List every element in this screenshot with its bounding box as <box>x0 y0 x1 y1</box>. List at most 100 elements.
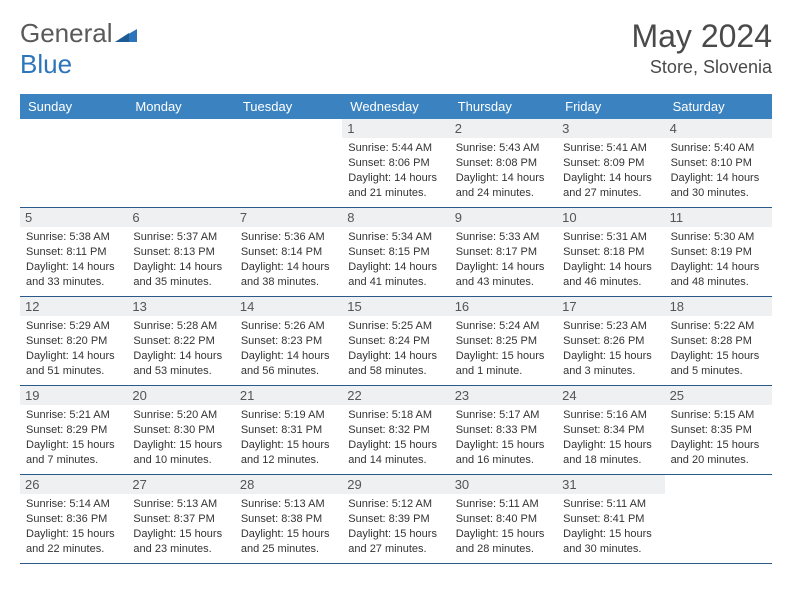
sunrise-text: Sunrise: 5:21 AM <box>26 408 121 423</box>
day-cell: 9Sunrise: 5:33 AMSunset: 8:17 PMDaylight… <box>450 208 557 296</box>
daylight-text: Daylight: 14 hours and 21 minutes. <box>348 171 443 201</box>
sunset-text: Sunset: 8:29 PM <box>26 423 121 438</box>
day-info: Sunrise: 5:22 AMSunset: 8:28 PMDaylight:… <box>671 319 766 378</box>
logo-shape <box>115 18 137 49</box>
daylight-text: Daylight: 15 hours and 7 minutes. <box>26 438 121 468</box>
day-cell: 28Sunrise: 5:13 AMSunset: 8:38 PMDayligh… <box>235 475 342 563</box>
sunset-text: Sunset: 8:15 PM <box>348 245 443 260</box>
day-info: Sunrise: 5:12 AMSunset: 8:39 PMDaylight:… <box>348 497 443 556</box>
day-cell: 13Sunrise: 5:28 AMSunset: 8:22 PMDayligh… <box>127 297 234 385</box>
day-info: Sunrise: 5:18 AMSunset: 8:32 PMDaylight:… <box>348 408 443 467</box>
day-cell <box>127 119 234 207</box>
day-info: Sunrise: 5:26 AMSunset: 8:23 PMDaylight:… <box>241 319 336 378</box>
sunrise-text: Sunrise: 5:25 AM <box>348 319 443 334</box>
sunrise-text: Sunrise: 5:41 AM <box>563 141 658 156</box>
sunrise-text: Sunrise: 5:29 AM <box>26 319 121 334</box>
day-info: Sunrise: 5:20 AMSunset: 8:30 PMDaylight:… <box>133 408 228 467</box>
day-cell: 3 Sunrise: 5:41 AMSunset: 8:09 PMDaylight… <box>557 119 664 207</box>
day-number: 30 <box>450 475 557 494</box>
sunrise-text: Sunrise: 5:20 AM <box>133 408 228 423</box>
day-info: Sunrise: 5:38 AMSunset: 8:11 PMDaylight:… <box>26 230 121 289</box>
daylight-text: Daylight: 14 hours and 58 minutes. <box>348 349 443 379</box>
daylight-text: Daylight: 15 hours and 10 minutes. <box>133 438 228 468</box>
day-cell <box>665 475 772 563</box>
day-headers-row: SundayMondayTuesdayWednesdayThursdayFrid… <box>20 94 772 119</box>
location: Store, Slovenia <box>631 57 772 78</box>
daylight-text: Daylight: 15 hours and 28 minutes. <box>456 527 551 557</box>
sunrise-text: Sunrise: 5:22 AM <box>671 319 766 334</box>
day-info: Sunrise: 5:19 AMSunset: 8:31 PMDaylight:… <box>241 408 336 467</box>
sunrise-text: Sunrise: 5:33 AM <box>456 230 551 245</box>
daylight-text: Daylight: 15 hours and 20 minutes. <box>671 438 766 468</box>
sunset-text: Sunset: 8:23 PM <box>241 334 336 349</box>
day-cell: 7Sunrise: 5:36 AMSunset: 8:14 PMDaylight… <box>235 208 342 296</box>
sunset-text: Sunset: 8:18 PM <box>563 245 658 260</box>
day-number: 24 <box>557 386 664 405</box>
sunrise-text: Sunrise: 5:18 AM <box>348 408 443 423</box>
sunrise-text: Sunrise: 5:30 AM <box>671 230 766 245</box>
day-cell: 26Sunrise: 5:14 AMSunset: 8:36 PMDayligh… <box>20 475 127 563</box>
day-number: 4 <box>665 119 772 138</box>
sunset-text: Sunset: 8:41 PM <box>563 512 658 527</box>
sunset-text: Sunset: 8:19 PM <box>671 245 766 260</box>
day-cell: 24Sunrise: 5:16 AMSunset: 8:34 PMDayligh… <box>557 386 664 474</box>
day-cell: 18 Sunrise: 5:22 AMSunset: 8:28 PMDayligh… <box>665 297 772 385</box>
day-number: 20 <box>127 386 234 405</box>
month-title: May 2024 <box>631 18 772 55</box>
day-cell: 25Sunrise: 5:15 AMSunset: 8:35 PMDayligh… <box>665 386 772 474</box>
sunset-text: Sunset: 8:20 PM <box>26 334 121 349</box>
day-info: Sunrise: 5:40 AMSunset: 8:10 PMDaylight:… <box>671 141 766 200</box>
day-header: Friday <box>557 94 664 119</box>
daylight-text: Daylight: 15 hours and 5 minutes. <box>671 349 766 379</box>
daylight-text: Daylight: 14 hours and 51 minutes. <box>26 349 121 379</box>
header: GeneralBlue May 2024 Store, Slovenia <box>20 18 772 80</box>
day-info: Sunrise: 5:34 AMSunset: 8:15 PMDaylight:… <box>348 230 443 289</box>
day-cell: 29 Sunrise: 5:12 AMSunset: 8:39 PMDayligh… <box>342 475 449 563</box>
day-number: 18 <box>665 297 772 316</box>
day-number: 8 <box>342 208 449 227</box>
sunset-text: Sunset: 8:38 PM <box>241 512 336 527</box>
day-info: Sunrise: 5:41 AMSunset: 8:09 PMDaylight:… <box>563 141 658 200</box>
daylight-text: Daylight: 14 hours and 56 minutes. <box>241 349 336 379</box>
day-number: 27 <box>127 475 234 494</box>
calendar: SundayMondayTuesdayWednesdayThursdayFrid… <box>20 94 772 564</box>
day-number: 31 <box>557 475 664 494</box>
day-number: 3 <box>557 119 664 138</box>
daylight-text: Daylight: 15 hours and 23 minutes. <box>133 527 228 557</box>
sunset-text: Sunset: 8:06 PM <box>348 156 443 171</box>
logo-text: GeneralBlue <box>20 18 137 80</box>
day-info: Sunrise: 5:24 AMSunset: 8:25 PMDaylight:… <box>456 319 551 378</box>
day-info: Sunrise: 5:43 AMSunset: 8:08 PMDaylight:… <box>456 141 551 200</box>
sunrise-text: Sunrise: 5:12 AM <box>348 497 443 512</box>
day-number: 17 <box>557 297 664 316</box>
sunrise-text: Sunrise: 5:34 AM <box>348 230 443 245</box>
sunrise-text: Sunrise: 5:23 AM <box>563 319 658 334</box>
sunset-text: Sunset: 8:37 PM <box>133 512 228 527</box>
daylight-text: Daylight: 15 hours and 25 minutes. <box>241 527 336 557</box>
sunset-text: Sunset: 8:24 PM <box>348 334 443 349</box>
day-info: Sunrise: 5:17 AMSunset: 8:33 PMDaylight:… <box>456 408 551 467</box>
day-cell <box>20 119 127 207</box>
day-header: Sunday <box>20 94 127 119</box>
day-number: 13 <box>127 297 234 316</box>
daylight-text: Daylight: 15 hours and 30 minutes. <box>563 527 658 557</box>
day-cell <box>235 119 342 207</box>
day-cell: 14 Sunrise: 5:26 AMSunset: 8:23 PMDayligh… <box>235 297 342 385</box>
daylight-text: Daylight: 14 hours and 33 minutes. <box>26 260 121 290</box>
sunset-text: Sunset: 8:39 PM <box>348 512 443 527</box>
day-cell: 27Sunrise: 5:13 AMSunset: 8:37 PMDayligh… <box>127 475 234 563</box>
day-cell: 23Sunrise: 5:17 AMSunset: 8:33 PMDayligh… <box>450 386 557 474</box>
week-row: 26Sunrise: 5:14 AMSunset: 8:36 PMDayligh… <box>20 475 772 564</box>
daylight-text: Daylight: 14 hours and 53 minutes. <box>133 349 228 379</box>
day-number: 11 <box>665 208 772 227</box>
day-number: 29 <box>342 475 449 494</box>
day-header: Saturday <box>665 94 772 119</box>
day-info: Sunrise: 5:13 AMSunset: 8:38 PMDaylight:… <box>241 497 336 556</box>
daylight-text: Daylight: 14 hours and 30 minutes. <box>671 171 766 201</box>
sunrise-text: Sunrise: 5:37 AM <box>133 230 228 245</box>
day-number: 22 <box>342 386 449 405</box>
day-number: 10 <box>557 208 664 227</box>
weeks-grid: 1Sunrise: 5:44 AMSunset: 8:06 PMDaylight… <box>20 119 772 564</box>
sunset-text: Sunset: 8:14 PM <box>241 245 336 260</box>
day-number: 14 <box>235 297 342 316</box>
